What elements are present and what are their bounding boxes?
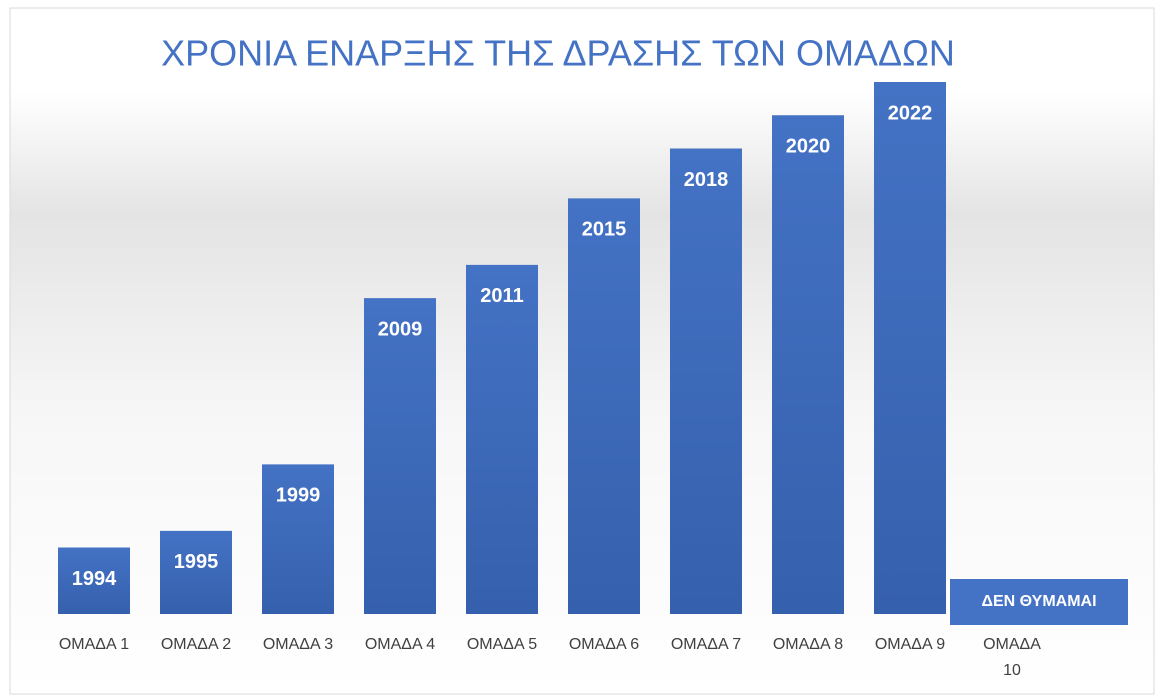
x-tick-label: ΟΜΑΔΑ 3 [262,636,334,653]
data-label: 1995 [174,551,219,573]
bar [58,547,130,614]
data-label: 1994 [72,568,117,590]
bar [160,530,232,614]
data-label: 2022 [888,102,933,124]
x-tick-label: ΟΜΑΔΑ 5 [466,636,538,653]
bar [466,264,538,614]
chart-title: ΧΡΟΝΙΑ ΕΝΑΡΞΗΣ ΤΗΣ ΔΡΑΣΗΣ ΤΩΝ ΟΜΑΔΩΝ [161,33,955,74]
data-label: 1999 [276,485,321,507]
x-tick-label: ΟΜΑΔΑ 1 [58,636,130,653]
callout-box [948,577,1130,627]
data-label: 2015 [582,219,627,241]
data-label: ΔΕΝ ΘΥΜΑΜΑΙ [981,593,1096,610]
data-label: 2011 [480,285,523,307]
bar [874,82,946,614]
bar [670,148,742,614]
x-tick-label: ΟΜΑΔΑ 8 [772,636,844,653]
bar [364,298,436,614]
data-label: 2009 [378,318,423,340]
x-tick-label: ΟΜΑΔΑ 6 [568,636,640,653]
data-label: 2018 [684,169,729,191]
data-label: 2020 [786,136,831,158]
bar [568,198,640,614]
x-tick-label: ΟΜΑΔΑ 7 [670,636,742,653]
x-tick-label: ΟΜΑΔΑ 2 [160,636,232,653]
x-tick-label: ΟΜΑΔΑ 10 [983,636,1041,679]
x-tick-label: ΟΜΑΔΑ 9 [874,636,946,653]
x-tick-label: ΟΜΑΔΑ 4 [364,636,436,653]
bar [262,464,334,614]
bar [772,115,844,614]
